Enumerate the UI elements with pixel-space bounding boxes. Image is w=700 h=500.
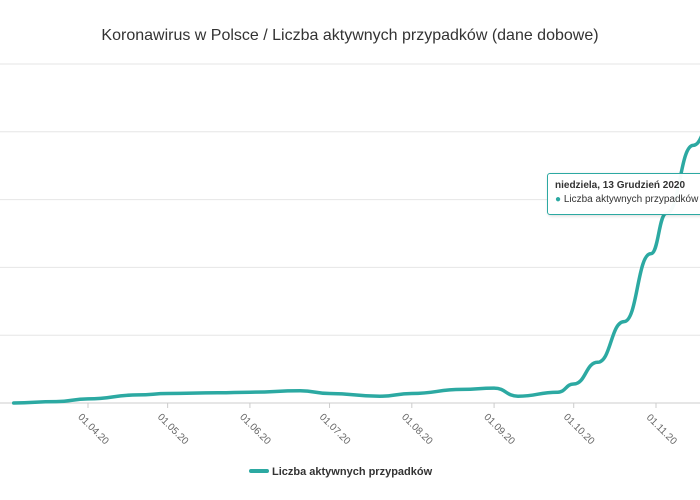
data-point-tooltip: niedziela, 13 Grudzień 2020 ● Liczba akt…	[547, 173, 700, 215]
series-line[interactable]	[11, 80, 700, 405]
x-tick-label: 01.07.20	[317, 412, 353, 448]
legend[interactable]: Liczba aktywnych przypadków	[249, 466, 433, 478]
chart-title: Koronawirus w Polsce / Liczba aktywnych …	[101, 27, 599, 44]
x-tick-label: 01.11.20	[644, 412, 679, 447]
x-axis-ticks: 01.04.20 01.05.20 01.06.20 01.07.20 01.08.20…	[75, 403, 679, 447]
tooltip-series-row: ● Liczba aktywnych przypadków	[555, 194, 700, 205]
x-tick-label: 01.08.20	[399, 412, 435, 448]
x-tick-label: 01.06.20	[237, 412, 273, 448]
tooltip-date: niedziela, 13 Grudzień 2020	[555, 180, 686, 191]
legend-label[interactable]: Liczba aktywnych przypadków	[272, 466, 433, 478]
tooltip-series-label: Liczba aktywnych przypadków	[563, 194, 699, 205]
x-tick-label: 01.04.20	[75, 412, 111, 448]
x-tick-label: 01.05.20	[155, 412, 191, 448]
x-tick-label: 01.09.20	[481, 412, 517, 448]
x-tick-label: 01.10.20	[561, 412, 597, 448]
tooltip-bullet-icon: ●	[555, 194, 562, 205]
series-layer	[11, 80, 700, 405]
